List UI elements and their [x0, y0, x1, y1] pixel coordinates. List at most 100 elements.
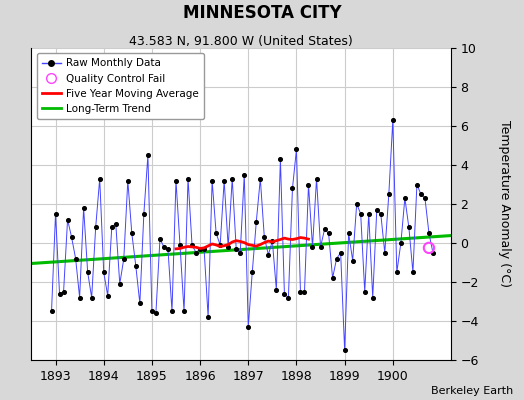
Point — [119, 255, 128, 262]
Point — [180, 308, 188, 314]
Point — [232, 246, 241, 252]
Point — [341, 347, 349, 354]
Point — [380, 250, 389, 256]
Point — [104, 292, 112, 299]
Point — [280, 290, 289, 297]
Point — [107, 224, 116, 230]
Point — [136, 300, 144, 307]
Point — [385, 191, 393, 198]
Title: 43.583 N, 91.800 W (United States): 43.583 N, 91.800 W (United States) — [129, 35, 353, 48]
Point — [268, 238, 277, 244]
Point — [83, 269, 92, 276]
Point — [168, 308, 176, 314]
Point — [88, 294, 96, 301]
Point — [292, 146, 301, 153]
Point — [208, 178, 216, 184]
Point — [421, 195, 429, 201]
Point — [356, 210, 365, 217]
Point — [144, 152, 152, 158]
Point — [260, 234, 268, 240]
Point — [236, 250, 244, 256]
Point — [320, 226, 329, 232]
Point — [59, 288, 68, 295]
Point — [425, 230, 433, 236]
Point — [288, 185, 297, 192]
Legend: Raw Monthly Data, Quality Control Fail, Five Year Moving Average, Long-Term Tren: Raw Monthly Data, Quality Control Fail, … — [37, 53, 204, 119]
Point — [332, 255, 341, 262]
Point — [405, 224, 413, 230]
Point — [348, 257, 357, 264]
Point — [116, 281, 124, 287]
Point — [300, 288, 309, 295]
Point — [204, 314, 212, 320]
Point — [112, 220, 120, 227]
Point — [200, 246, 208, 252]
Point — [425, 245, 433, 251]
Point — [377, 210, 385, 217]
Point — [160, 244, 168, 250]
Point — [365, 210, 373, 217]
Point — [68, 234, 76, 240]
Point — [128, 230, 136, 236]
Point — [417, 191, 425, 198]
Point — [336, 250, 345, 256]
Point — [392, 269, 401, 276]
Point — [152, 310, 160, 316]
Point — [95, 176, 104, 182]
Point — [373, 207, 381, 213]
Point — [244, 324, 253, 330]
Point — [248, 269, 256, 276]
Text: MINNESOTA CITY: MINNESOTA CITY — [183, 4, 341, 22]
Point — [216, 242, 224, 248]
Point — [353, 201, 361, 207]
Point — [80, 205, 88, 211]
Point — [324, 230, 333, 236]
Point — [71, 255, 80, 262]
Point — [188, 242, 196, 248]
Point — [256, 176, 265, 182]
Point — [148, 308, 156, 314]
Point — [316, 244, 325, 250]
Point — [172, 178, 180, 184]
Point — [56, 290, 64, 297]
Point — [100, 269, 108, 276]
Point — [156, 236, 164, 242]
Point — [124, 178, 132, 184]
Point — [276, 156, 285, 162]
Point — [429, 250, 437, 256]
Point — [164, 246, 172, 252]
Point — [220, 178, 228, 184]
Point — [272, 286, 280, 293]
Point — [329, 275, 337, 281]
Point — [312, 176, 321, 182]
Point — [308, 244, 316, 250]
Point — [228, 176, 236, 182]
Point — [63, 216, 72, 223]
Point — [413, 181, 421, 188]
Point — [264, 252, 272, 258]
Point — [368, 294, 377, 301]
Point — [296, 288, 304, 295]
Point — [304, 181, 313, 188]
Point — [361, 288, 369, 295]
Point — [140, 210, 148, 217]
Point — [252, 218, 260, 225]
Point — [224, 244, 232, 250]
Point — [192, 250, 200, 256]
Point — [401, 195, 409, 201]
Point — [212, 230, 220, 236]
Point — [409, 269, 417, 276]
Point — [284, 294, 292, 301]
Point — [51, 210, 60, 217]
Point — [389, 117, 397, 123]
Point — [344, 230, 353, 236]
Y-axis label: Temperature Anomaly (°C): Temperature Anomaly (°C) — [498, 120, 511, 288]
Point — [397, 240, 405, 246]
Point — [196, 246, 204, 252]
Point — [176, 242, 184, 248]
Point — [184, 176, 192, 182]
Point — [75, 294, 84, 301]
Point — [132, 263, 140, 270]
Text: Berkeley Earth: Berkeley Earth — [431, 386, 514, 396]
Point — [47, 308, 56, 314]
